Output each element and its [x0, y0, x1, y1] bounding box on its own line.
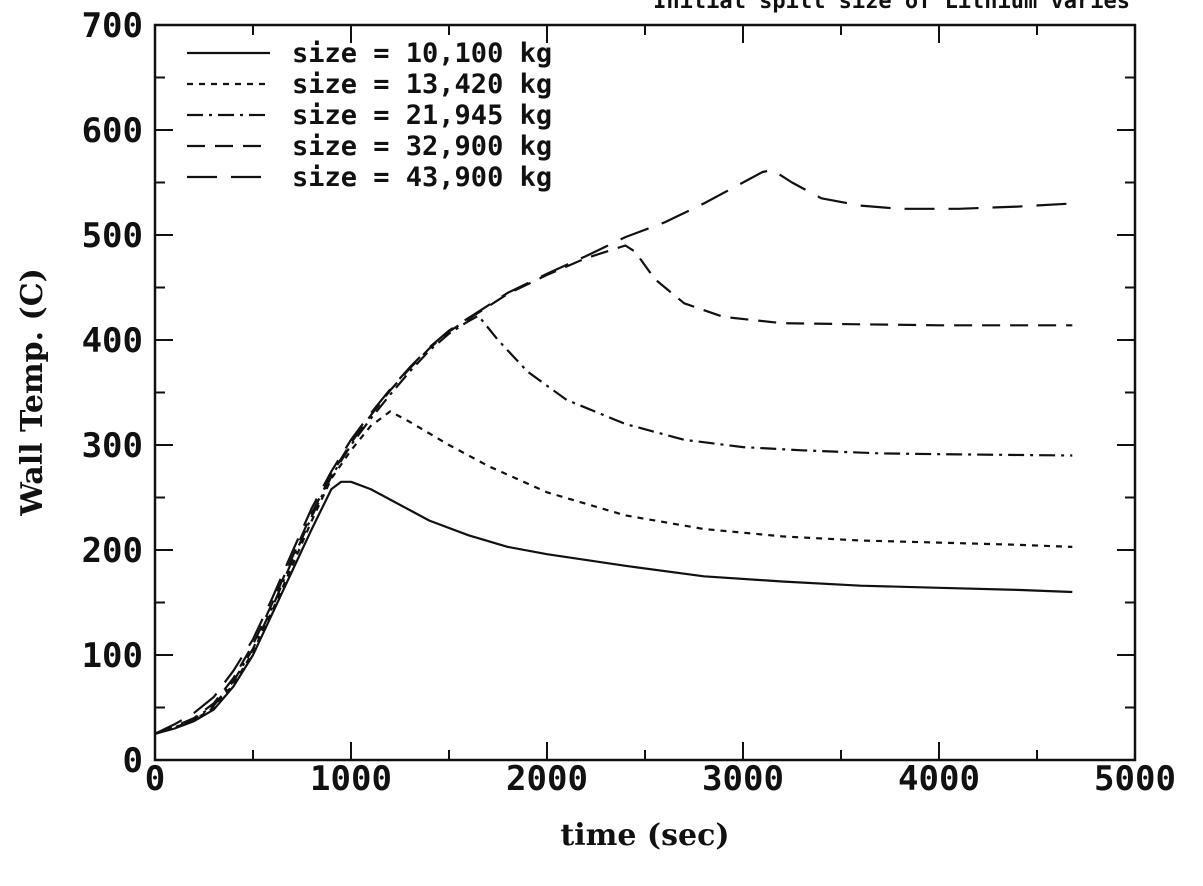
legend-label-4: size = 32,900 kg — [292, 131, 552, 162]
y-tick-label: 400 — [82, 321, 143, 361]
x-tick-label: 2000 — [506, 759, 588, 799]
y-tick-label: 0 — [123, 741, 143, 781]
y-tick-label: 600 — [82, 111, 143, 151]
series-line-5 — [154, 168, 1073, 735]
x-tick-label: 1000 — [310, 759, 392, 799]
legend-label-5: size = 43,900 kg — [292, 162, 552, 193]
x-tick-label: 3000 — [702, 759, 784, 799]
legend-label-2: size = 13,420 kg — [292, 69, 552, 100]
y-tick-label: 200 — [82, 531, 143, 571]
y-tick-label: 700 — [82, 6, 143, 46]
x-tick-label: 4000 — [898, 759, 980, 799]
y-axis-title: Wall Temp. (C) — [15, 268, 50, 517]
legend-label-1: size = 10,100 kg — [292, 38, 552, 69]
x-tick-labels: 0 1000 2000 3000 4000 5000 — [145, 759, 1176, 799]
x-tick-label: 0 — [145, 759, 165, 799]
chart-top-note: Initial spill size of Lithium varies — [653, 0, 1130, 14]
legend-label-3: size = 21,945 kg — [292, 100, 552, 131]
series-line-1 — [154, 480, 1073, 735]
x-axis-title: time (sec) — [560, 818, 729, 853]
x-tick-label: 5000 — [1094, 759, 1176, 799]
y-tick-label: 100 — [82, 636, 143, 676]
axis-ticks — [154, 24, 1136, 761]
series-line-2 — [154, 410, 1073, 735]
series-line-4 — [154, 244, 1073, 735]
y-tick-label: 300 — [82, 426, 143, 466]
y-tick-labels: 0 100 200 300 400 500 600 700 — [82, 6, 143, 781]
y-tick-label: 500 — [82, 216, 143, 256]
series-line-3 — [154, 314, 1073, 735]
series-lines — [154, 168, 1073, 735]
